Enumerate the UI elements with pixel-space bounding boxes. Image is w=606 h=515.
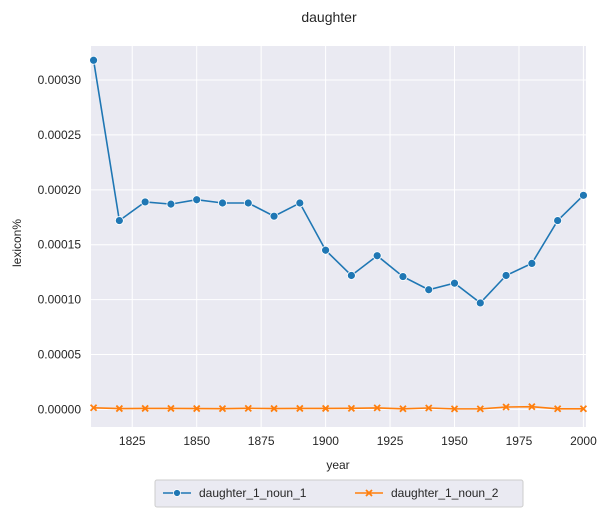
data-point [450,405,459,413]
data-point [141,404,149,413]
x-axis-ticks: 1825 1850 1875 1900 1925 1950 1975 2000 [119,434,597,448]
data-point [450,278,459,288]
data-point [321,245,331,255]
data-point [527,259,537,268]
data-point [476,405,484,413]
x-tick-label: 1825 [119,434,146,448]
data-point [270,404,278,413]
x-tick-label: 1850 [183,434,210,448]
data-point [295,198,305,208]
data-point [114,216,124,225]
legend-box [154,479,524,508]
data-point [553,216,563,225]
data-point [140,197,150,207]
plot-area [91,46,586,427]
data-point [502,403,510,411]
data-point [346,271,356,280]
y-axis-label: lexicon% [10,219,24,267]
legend-marker-series-1 [173,489,181,497]
x-tick-label: 1900 [312,434,339,448]
x-tick-label: 1875 [248,434,275,448]
y-tick-label: 0.00000 [38,402,82,416]
data-point [347,404,356,412]
data-point [89,404,98,412]
data-point [166,199,176,209]
data-point [579,405,588,413]
y-tick-label: 0.00020 [38,183,82,197]
series-group [89,55,588,413]
y-tick-label: 0.00015 [38,238,82,252]
series-line-2 [93,405,584,410]
data-point [296,404,304,413]
data-point [554,405,562,413]
legend-marker-series-2 [365,489,373,497]
data-point [269,211,279,221]
data-point [373,404,381,412]
y-tick-label: 0.00025 [38,128,82,142]
data-point [398,272,408,281]
data-point [425,404,433,412]
data-point [243,198,253,208]
data-point [167,404,175,413]
data-point [372,251,382,261]
x-axis-label: year [326,458,349,472]
legend-label-series-2: daughter_1_noun_2 [391,486,499,500]
y-tick-label: 0.00005 [38,348,82,362]
grid [91,46,586,427]
x-tick-label: 1975 [506,434,533,448]
data-point [244,404,252,412]
legend: daughter_1_noun_1 daughter_1_noun_2 [154,479,524,508]
data-point [218,198,227,208]
data-point [424,285,434,295]
legend-label-series-1: daughter_1_noun_1 [199,486,307,500]
data-point [399,405,407,413]
data-point [115,404,123,413]
data-point [475,298,485,308]
x-tick-label: 2000 [570,434,597,448]
y-tick-label: 0.00010 [38,293,82,307]
x-tick-label: 1950 [441,434,468,448]
y-axis-ticks: 0.00000 0.00005 0.00010 0.00015 0.00020 0.000… [38,73,82,416]
data-point [218,405,227,413]
data-point [321,404,330,413]
data-point [528,403,536,411]
data-point [501,271,511,280]
y-tick-label: 0.00030 [38,73,82,87]
data-point [193,404,201,413]
x-tick-label: 1925 [377,434,404,448]
data-point [192,195,202,205]
chart-title: daughter [301,9,357,25]
data-point [89,55,98,65]
data-point [579,190,588,200]
